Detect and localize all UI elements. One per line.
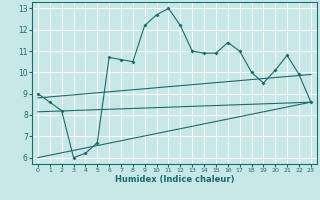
X-axis label: Humidex (Indice chaleur): Humidex (Indice chaleur) [115,175,234,184]
